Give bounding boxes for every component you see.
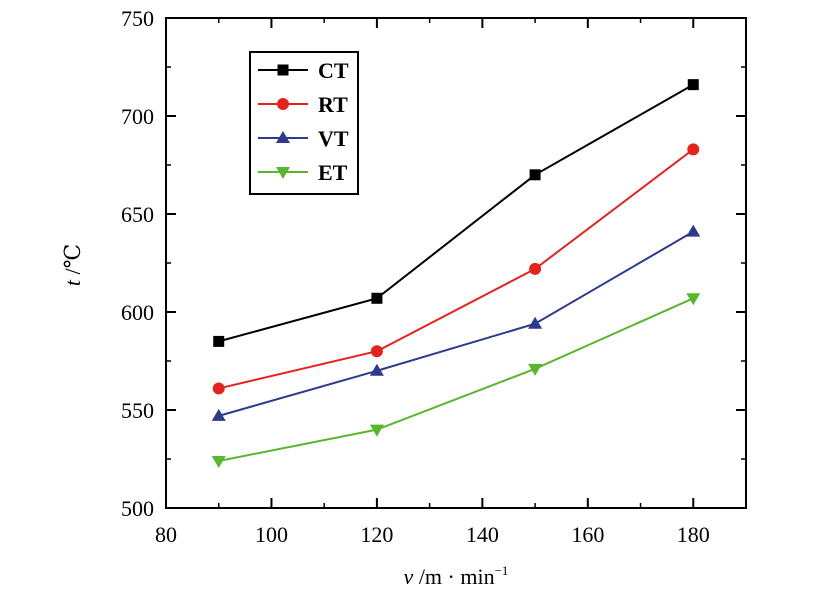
series-ct [213,79,699,347]
data-point-et-180 [686,293,701,306]
data-point-rt-120 [370,345,383,358]
legend-item-et: ET [258,160,348,185]
series-vt [211,224,701,421]
data-point-vt-180 [686,224,701,237]
series-line-rt [218,148,694,390]
legend-item-vt: VT [258,126,349,151]
legend-marker-rt [277,98,289,110]
data-point-et-120 [369,424,384,437]
y-tick-label-600: 600 [121,300,154,325]
legend-label-et: ET [318,160,348,185]
x-tick-label-160: 160 [571,522,604,547]
y-tick-label-700: 700 [121,104,154,129]
series-line-ct [218,83,694,343]
y-tick-label-550: 550 [121,398,154,423]
data-point-ct-120 [371,292,383,304]
legend-item-ct: CT [258,58,349,83]
y-axis-label: t /℃ [60,244,85,286]
series-rt [212,143,700,395]
y-tick-label-750: 750 [121,6,154,31]
data-point-et-90 [211,455,226,468]
x-tick-label-120: 120 [360,522,393,547]
axis-ticks: 80 100 120 140 160 180 500 550 600 650 700 750 [121,6,746,547]
legend: CT RT VT ET [249,51,359,195]
x-tick-label-100: 100 [255,522,288,547]
y-tick-label-500: 500 [121,496,154,521]
x-tick-label-180: 180 [677,522,710,547]
data-point-rt-180 [687,143,700,156]
data-point-vt-90 [211,408,226,421]
legend-label-ct: CT [318,58,349,83]
data-point-vt-120 [369,363,384,376]
legend-label-rt: RT [318,92,348,117]
x-axis-label: v /m · min−1 [404,563,509,589]
series-line-et [218,297,694,462]
data-point-vt-150 [528,316,543,329]
data-point-ct-90 [213,335,225,347]
data-point-rt-90 [212,382,225,395]
legend-marker-ct [277,64,289,76]
data-point-rt-150 [529,262,542,275]
legend-marker-et [276,167,290,179]
legend-box [249,51,359,195]
x-tick-label-140: 140 [466,522,499,547]
data-point-et-150 [528,363,543,376]
legend-label-vt: VT [318,126,349,151]
series-layer [211,79,701,468]
series-line-vt [218,230,694,417]
legend-item-rt: RT [258,92,348,117]
y-tick-label-650: 650 [121,202,154,227]
data-point-ct-150 [529,169,541,181]
series-et [211,293,701,468]
data-point-ct-180 [687,79,699,91]
legend-marker-vt [276,131,290,143]
x-tick-label-80: 80 [155,522,177,547]
